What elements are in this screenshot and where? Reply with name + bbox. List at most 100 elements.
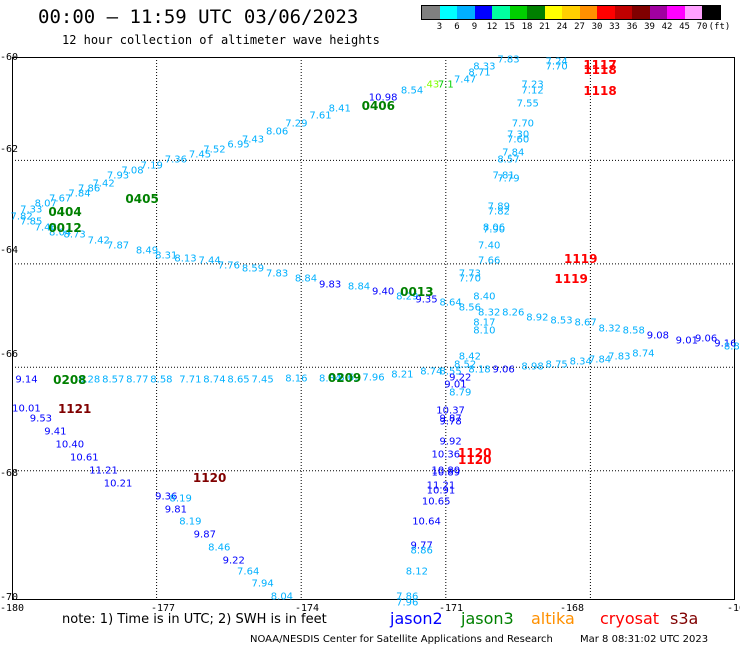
colorbar-swatch-2 [457, 6, 475, 19]
swh-value: .43 [423, 79, 440, 91]
swh-value: 8.71 [468, 67, 491, 78]
swh-value: 7.71 [179, 374, 202, 386]
swh-value: 7.30 [506, 129, 530, 141]
swh-value: 8.74 [420, 366, 443, 378]
colorbar-label: 36 [626, 22, 638, 32]
swh-value: 7.24 [545, 56, 568, 68]
swh-value: 7.87 [106, 240, 130, 252]
swh-value: 8.46 [208, 542, 231, 554]
pass-time-label: 0013 [400, 285, 434, 300]
swh-value: 10.65 [421, 496, 451, 508]
swh-value: 7.12 [521, 85, 544, 97]
swh-value: 7.82 [10, 211, 33, 223]
swh-value: 8.64 [439, 297, 462, 309]
swh-value: 8.52 [453, 359, 477, 371]
y-tick-label: -66 [0, 349, 19, 360]
swh-value: 7.83 [265, 268, 289, 280]
swh-value: 9.14 [15, 374, 38, 386]
swh-value: 8.75 [545, 359, 568, 371]
swh-value: 7.40 [478, 240, 501, 252]
swh-value: 7.08 [121, 165, 144, 177]
swh-value: 9.81 [164, 504, 188, 515]
swh-value: 10.40 [55, 439, 85, 451]
swh-value: 7.66 [478, 255, 501, 267]
swh-value: 9.35 [415, 294, 438, 306]
swh-value: 8.21 [391, 369, 414, 381]
colorbar-swatch-1 [439, 6, 457, 19]
colorbar-label: 21 [539, 22, 550, 32]
swh-value: 7.42 [87, 235, 110, 247]
swh-value: 8.49 [135, 245, 159, 257]
pass-time-label: 1120 [458, 445, 492, 460]
swh-value: 7.90 [482, 224, 506, 236]
swh-value: 7.96 [396, 597, 419, 609]
swh-value: 10.98 [368, 92, 398, 104]
x-tick-label: -174 [295, 603, 320, 614]
pass-time-label: 1120 [458, 453, 492, 468]
swh-value: 8.18 [468, 364, 491, 376]
y-tick-label: -70 [0, 592, 19, 603]
colorbar-swatch-9 [579, 6, 597, 19]
swh-value: 8.53 [550, 315, 573, 327]
pass-time-label: 1118 [583, 62, 617, 77]
swh-value: 10.61 [69, 452, 99, 464]
swh-value: 9.87 [193, 529, 216, 541]
swh-value: 7.45 [251, 374, 274, 386]
pass-time-label: 1120 [192, 471, 227, 486]
colorbar-label: 15 [504, 22, 515, 32]
colorbar-swatch-13 [649, 6, 667, 19]
swh-value: 8.28 [77, 374, 101, 386]
swh-value: 8.84 [318, 373, 342, 385]
colorbar-swatch-3 [474, 6, 492, 19]
swh-value: 8.58 [150, 374, 173, 386]
swh-value: 9.40 [371, 286, 395, 298]
colorbar-label: 33 [609, 22, 620, 32]
colorbar-label: 12 [486, 22, 498, 32]
swh-value: 7.44 [198, 255, 221, 267]
swh-value: 8.54 [400, 85, 424, 97]
pass-time-label: 0209 [327, 370, 362, 385]
colorbar-swatch-4 [492, 6, 510, 19]
colorbar-swatch-15 [684, 6, 702, 19]
colorbar-label: 42 [661, 22, 673, 32]
swh-value: 8.84 [347, 281, 371, 293]
swh-value: 7.67 [49, 193, 72, 205]
y-tick-label: -64 [0, 245, 19, 256]
swh-value: 7.89 [487, 201, 510, 213]
colorbar-swatch-11 [614, 6, 632, 19]
swh-value: 7.70 [458, 273, 482, 285]
swh-value: 7.96 [362, 372, 385, 384]
y-tick-label: -60 [0, 52, 19, 63]
swh-value: 8.32 [478, 307, 501, 319]
colorbar-label: 70 [696, 22, 708, 32]
swh-value: 7.47 [453, 74, 477, 86]
colorbar-label: 18 [521, 22, 533, 32]
swh-value: 8.67 [574, 317, 597, 329]
pass-time-label: 0405 [125, 192, 159, 207]
legend-s3a: s3a [670, 609, 699, 628]
swh-value: 10.64 [412, 516, 441, 528]
swh-value: 11.21 [89, 465, 118, 477]
swh-value: 9.77 [410, 540, 433, 552]
swh-value: 11.21 [426, 480, 456, 492]
swh-value: 7.52 [203, 144, 226, 156]
swh-value: 7.29 [285, 118, 308, 130]
swh-value: 9.83 [318, 279, 342, 291]
swh-value: 8.41 [328, 103, 351, 115]
legend-cryosat: cryosat [600, 609, 660, 628]
pass-time-label: 1118 [583, 83, 617, 98]
swh-value: 10.01 [12, 403, 41, 415]
colorbar-swatch-6 [527, 6, 545, 19]
swh-value: 8.58 [622, 325, 645, 337]
map-title: 00:00 – 11:59 UTC 03/06/2023 [38, 6, 359, 28]
swh-value: 7.93 [106, 170, 130, 182]
colorbar-label: 24 [556, 22, 568, 32]
colorbar-swatch-8 [562, 6, 580, 19]
y-tick-label: -68 [0, 468, 19, 479]
swh-value: 9.06 [492, 364, 515, 376]
swh-value: 7.84 [588, 354, 612, 366]
swh-value: 8.26 [502, 307, 525, 319]
swh-value: 8.04 [270, 591, 294, 603]
swh-value: 10.89 [431, 467, 461, 479]
swh-value: 9.41 [44, 426, 67, 438]
